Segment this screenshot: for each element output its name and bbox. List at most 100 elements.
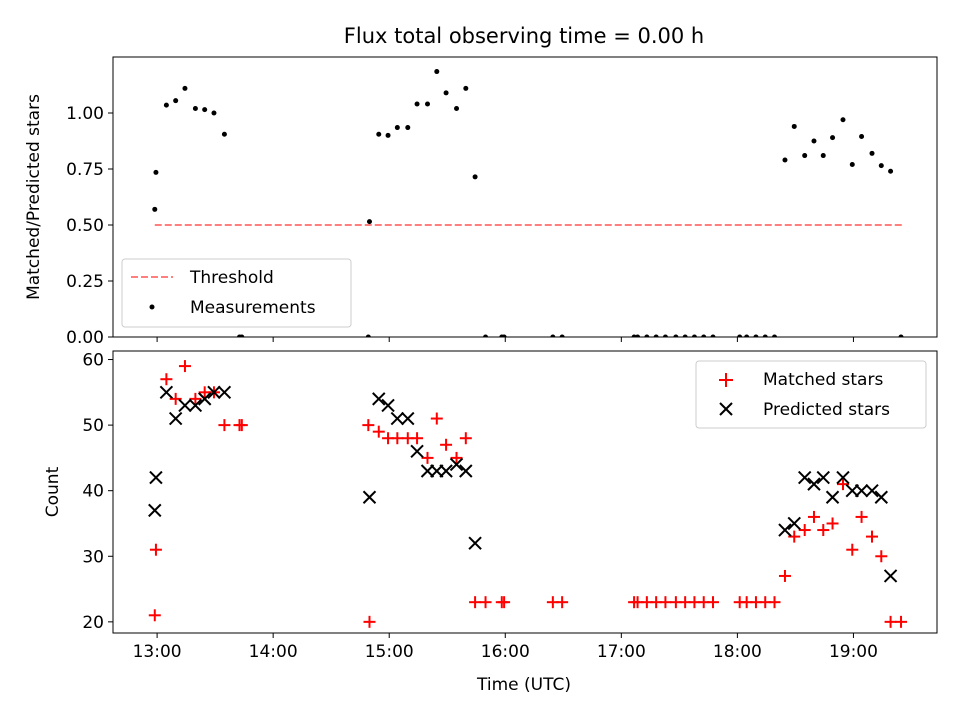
predicted-stars-point [372, 392, 386, 406]
matched-stars-point [160, 373, 173, 386]
x-tick-label: 13:00 [133, 642, 182, 662]
x-tick-label: 18:00 [713, 642, 762, 662]
measurements-point [802, 153, 808, 159]
matched-stars-point [430, 412, 443, 425]
measurements-point [443, 90, 449, 96]
measurements-point [644, 334, 650, 337]
matched-stars-point [469, 596, 482, 609]
predicted-stars-point [883, 569, 898, 583]
matched-stars-point [363, 615, 376, 628]
bottom-panel: 20 30 40 50 60 13:00 14:00 15:00 16:00 17:00 18:00… [43, 350, 938, 695]
predicted-stars-point [468, 536, 482, 550]
measurements-point [820, 153, 826, 159]
matched-stars-point [817, 524, 830, 537]
predicted-stars-point [168, 411, 183, 426]
matched-stars-point [189, 392, 202, 405]
bottom-y-tick-label: 40 [82, 482, 104, 502]
matched-stars-point [178, 360, 191, 373]
bottom-axis-ticks: 20 30 40 50 60 13:00 14:00 15:00 16:00 17:00 18:00… [82, 351, 878, 662]
measurements-point [849, 162, 855, 168]
predicted-stars-point [178, 398, 192, 413]
matched-stars-point [148, 609, 161, 622]
bottom-y-axis-label: Count [43, 466, 63, 517]
measurements-point [434, 69, 440, 75]
predicted-stars-point [148, 503, 162, 518]
measurements-point [182, 85, 188, 91]
predicted-stars-point [787, 516, 801, 531]
predicted-stars-point [217, 385, 232, 400]
matched-stars-point [846, 543, 859, 556]
matched-stars-point [707, 596, 720, 609]
matched-stars-point [459, 432, 472, 445]
predicted-stars-point [381, 398, 395, 413]
measurements-point [859, 134, 865, 140]
bottom-legend: Matched stars Predicted stars [695, 360, 927, 429]
measurements-legend-label: Measurements [190, 298, 316, 318]
top-panel: 0.00 0.25 0.50 0.75 1.00 Matched/Predicted s… [24, 56, 938, 348]
measurements-point [173, 98, 179, 104]
measurements-point [744, 334, 750, 337]
measurements-point [888, 168, 894, 174]
matched-stars-point [391, 432, 404, 445]
measurements-point [682, 334, 688, 337]
predicted-stars-point [825, 490, 840, 504]
matched-stars-point [372, 425, 385, 438]
threshold-legend-label: Threshold [189, 268, 274, 288]
measurements-legend-swatch [149, 304, 155, 310]
measurements-point [472, 174, 478, 180]
measurements-point [365, 334, 371, 337]
top-y-tick-label: 1.00 [66, 104, 104, 124]
measurements-point [501, 334, 507, 337]
measurements-point [366, 219, 372, 225]
top-legend-box [121, 258, 352, 328]
bottom-y-tick-label: 30 [82, 547, 104, 567]
measurements-point [559, 334, 565, 337]
matched-stars-point [659, 596, 672, 609]
measurements-point [239, 334, 245, 337]
predicted-stars-point [410, 444, 424, 459]
top-axis-ticks: 0.00 0.25 0.50 0.75 1.00 [66, 104, 854, 348]
matched-stars-point [450, 451, 463, 464]
measurements-point [405, 125, 411, 131]
predicted-stars-point [459, 464, 473, 478]
predicted-stars-point [207, 385, 221, 400]
predicted-stars-point [390, 411, 405, 426]
matched-stars-point [149, 543, 162, 556]
bottom-y-tick-label: 60 [82, 351, 104, 371]
matched-stars-point [866, 530, 879, 543]
x-tick-label: 15:00 [365, 642, 414, 662]
measurements-point [710, 334, 716, 337]
measurements-point [878, 163, 884, 169]
top-y-tick-label: 0.75 [66, 160, 104, 180]
bottom-y-tick-label: 20 [82, 613, 104, 633]
predicted-stars-point [865, 483, 879, 498]
predicted-stars-point [401, 411, 415, 426]
measurements-point [376, 131, 382, 137]
predicted-stars-point [797, 470, 812, 485]
predicted-stars-point [874, 490, 889, 504]
measurements-point [791, 123, 797, 129]
x-tick-label: 16:00 [481, 642, 530, 662]
bottom-axes-frame [112, 350, 938, 634]
measurements-point [425, 101, 431, 107]
predicted-stars-point [836, 470, 850, 485]
bottom-y-tick-label: 50 [82, 416, 104, 436]
measurements-point [753, 334, 759, 337]
measurements-point [869, 150, 875, 156]
top-axes-frame [112, 56, 938, 338]
measurements-point [211, 110, 217, 116]
measurements-point [782, 157, 788, 163]
measurements-point [385, 132, 391, 138]
measurements-point [653, 334, 659, 337]
matched-stars-point [884, 615, 897, 628]
measurements-point [192, 106, 198, 112]
x-axis-label: Time (UTC) [476, 675, 571, 695]
measurements-point [762, 334, 768, 337]
predicted-stars-point [439, 464, 453, 478]
measurements-point [811, 138, 817, 144]
matched-stars-point [411, 432, 424, 445]
measurements-point [673, 334, 679, 337]
matched-stars-point [855, 510, 868, 523]
measurements-point [701, 334, 707, 337]
